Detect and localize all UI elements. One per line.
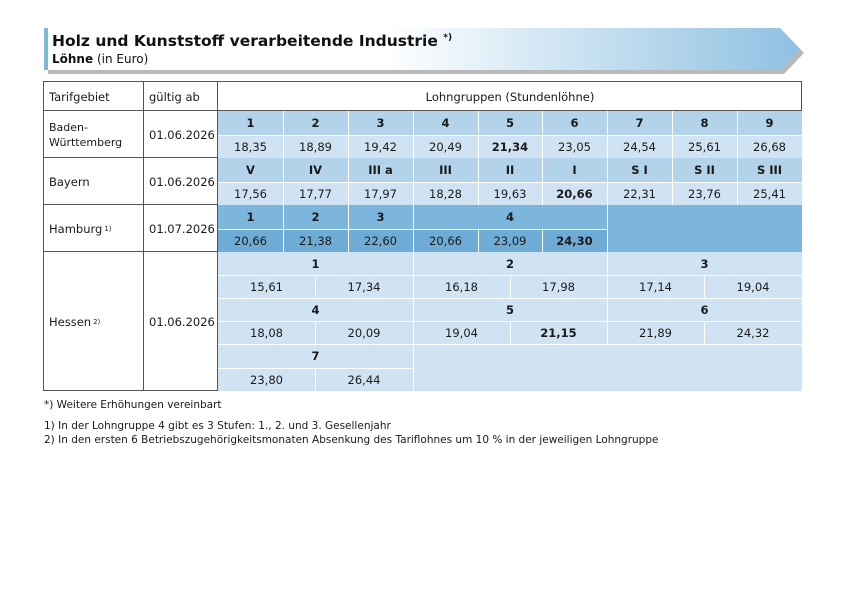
he-value-3a: 17,14 <box>639 279 672 294</box>
hh-value-1: 20,66 <box>234 233 267 248</box>
hh-group-4: 4 <box>505 210 514 224</box>
header-banner: Holz und Kunststoff verarbeitende Indust… <box>44 28 804 74</box>
by-group-4: III <box>439 163 452 177</box>
bw-group-bg <box>218 111 802 135</box>
bw-value-6: 23,05 <box>558 139 591 154</box>
by-value-bg <box>218 182 802 205</box>
region-baden-wuerttemberg: Baden- Württemberg <box>49 120 123 149</box>
he-group-5: 5 <box>505 302 514 317</box>
by-value-3: 17,97 <box>364 186 397 201</box>
hh-value-4b: 23,09 <box>493 233 527 248</box>
hh-value-4a: 20,66 <box>429 233 462 248</box>
col-header-gueltig: gültig ab <box>149 89 200 104</box>
bw-group-9: 9 <box>765 116 774 130</box>
by-group-5: II <box>505 163 515 177</box>
region-bayern: Bayern <box>49 174 90 189</box>
bw-date: 01.06.2026 <box>149 127 215 142</box>
footnote-2: 2) In den ersten 6 Betriebszugehörigkeit… <box>44 434 659 446</box>
page-title: Holz und Kunststoff verarbeitende Indust… <box>52 32 453 50</box>
he-value-4a: 18,08 <box>250 325 283 340</box>
hh-empty-block <box>607 205 802 252</box>
by-value-7: 22,31 <box>623 186 656 201</box>
page-subtitle: Löhne (in Euro) <box>52 52 149 66</box>
bw-value-1: 18,35 <box>234 139 267 154</box>
bw-value-5: 21,34 <box>491 139 529 154</box>
bw-group-5: 5 <box>505 116 514 130</box>
bw-value-3: 19,42 <box>364 139 397 154</box>
he-value-6a: 21,89 <box>639 325 672 340</box>
hh-value-bg <box>218 229 607 252</box>
he-value-1a: 15,61 <box>250 279 283 294</box>
bw-value-bg <box>218 135 802 158</box>
col-header-tarifgebiet: Tarifgebiet <box>49 89 110 104</box>
banner-arrow-shape <box>44 28 800 70</box>
by-group-9: S III <box>756 163 783 177</box>
he-value-5a: 19,04 <box>445 325 478 340</box>
he-date: 01.06.2026 <box>149 314 215 329</box>
hh-value-4c: 24,30 <box>556 233 593 248</box>
hh-group-2: 2 <box>311 210 320 224</box>
by-group-1: V <box>246 163 255 177</box>
he-group-1: 1 <box>311 256 320 271</box>
he-value-6b: 24,32 <box>736 325 770 340</box>
wage-table: Tarifgebiet gültig ab Lohngruppen (Stund… <box>43 81 802 391</box>
he-value-1b: 17,34 <box>347 279 381 294</box>
by-date: 01.06.2026 <box>149 174 215 189</box>
bw-group-1: 1 <box>246 116 255 130</box>
by-group-7: S I <box>631 163 648 177</box>
by-value-8: 23,76 <box>688 186 721 201</box>
by-value-5: 19,63 <box>493 186 527 201</box>
he-value-2a: 16,18 <box>445 279 478 294</box>
region-hamburg: Hamburg 1) <box>49 221 112 236</box>
by-value-6: 20,66 <box>556 186 593 201</box>
footnote-1: 1) In der Lohngruppe 4 gibt es 3 Stufen:… <box>44 420 391 432</box>
he-group-4: 4 <box>311 302 320 317</box>
region-hessen: Hessen 2) <box>49 314 101 329</box>
by-group-8: S II <box>694 163 715 177</box>
bw-value-7: 24,54 <box>623 139 656 154</box>
by-group-2: IV <box>308 163 323 177</box>
by-group-bg <box>218 158 802 182</box>
he-value-5b: 21,15 <box>540 325 577 340</box>
he-group-7: 7 <box>311 349 320 363</box>
bw-value-8: 25,61 <box>688 139 721 154</box>
col-header-lohngruppen: Lohngruppen (Stundenlöhne) <box>425 89 595 104</box>
bw-value-9: 26,68 <box>753 139 786 154</box>
bw-group-6: 6 <box>570 116 579 130</box>
he-group-6: 6 <box>700 302 709 317</box>
he-value-7a: 23,80 <box>250 372 283 387</box>
hh-group-3: 3 <box>376 210 385 224</box>
bw-value-4: 20,49 <box>429 139 462 154</box>
hh-group-1: 1 <box>246 210 255 224</box>
bw-group-3: 3 <box>376 116 385 130</box>
bw-group-2: 2 <box>311 116 320 130</box>
by-value-1: 17,56 <box>234 186 267 201</box>
bw-group-4: 4 <box>441 116 450 130</box>
he-value-4b: 20,09 <box>347 325 381 340</box>
footnote-star: *) Weitere Erhöhungen vereinbart <box>44 399 222 411</box>
bw-value-2: 18,89 <box>299 139 332 154</box>
he-value-7b: 26,44 <box>347 372 381 387</box>
by-group-6: I <box>572 163 577 177</box>
hh-value-3: 22,60 <box>364 233 397 248</box>
by-value-2: 17,77 <box>299 186 332 201</box>
hh-date: 01.07.2026 <box>149 221 215 236</box>
hh-group-bg <box>218 205 607 229</box>
hh-value-2: 21,38 <box>299 233 332 248</box>
he-value-2b: 17,98 <box>542 279 575 294</box>
he-group-3: 3 <box>700 256 709 271</box>
by-group-3: III a <box>368 163 393 177</box>
bw-group-7: 7 <box>635 116 644 130</box>
by-value-4: 18,28 <box>429 186 462 201</box>
he-group-2: 2 <box>505 256 514 271</box>
by-value-9: 25,41 <box>753 186 786 201</box>
he-value-3b: 19,04 <box>736 279 770 294</box>
bw-group-8: 8 <box>700 116 709 130</box>
